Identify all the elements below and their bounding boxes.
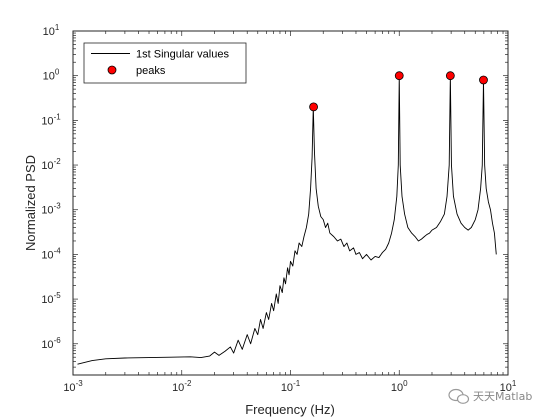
x-tick-label: 10-2 — [172, 379, 192, 394]
x-tick-label: 10-3 — [63, 379, 83, 394]
y-tick-label: 10-1 — [41, 112, 61, 127]
peak-marker — [394, 71, 404, 81]
legend-label-singular: 1st Singular values — [136, 49, 229, 61]
y-axis-label: Normalized PSD — [23, 155, 38, 251]
y-tick-label: 10-2 — [41, 157, 61, 172]
peak-marker — [479, 75, 488, 85]
x-tick-labels: 10-3 10-2 10-1 100 101 — [63, 379, 517, 394]
y-tick-labels: 10-6 10-5 10-4 10-3 10-2 10-1 100 101 — [41, 23, 61, 351]
series-layer — [77, 75, 497, 365]
x-tick-label: 10-1 — [281, 379, 301, 394]
y-tick-label: 10-5 — [41, 291, 61, 306]
peak-marker — [309, 102, 318, 112]
watermark-text: 天天Matlab — [473, 390, 532, 403]
y-tick-label: 100 — [43, 68, 60, 83]
peak-markers — [309, 71, 488, 112]
axis-ticks — [72, 30, 508, 376]
x-axis-label: Frequency (Hz) — [245, 402, 335, 417]
legend: 1st Singular values peaks — [83, 42, 247, 84]
watermark: 天天Matlab — [448, 388, 532, 404]
peak-marker — [445, 71, 455, 81]
legend-box — [83, 42, 247, 84]
plot-area — [72, 30, 509, 376]
y-tick-label: 10-4 — [41, 246, 61, 261]
series-line-singular-values — [77, 75, 497, 365]
x-tick-label: 100 — [391, 379, 408, 394]
legend-marker-swatch — [107, 65, 117, 75]
y-tick-label: 101 — [43, 23, 60, 38]
y-tick-label: 10-3 — [41, 202, 61, 217]
y-tick-label: 10-6 — [41, 336, 61, 351]
legend-label-peaks: peaks — [136, 65, 166, 77]
wechat-bubble-icon — [448, 388, 470, 404]
x-tick-label: 101 — [500, 379, 517, 394]
